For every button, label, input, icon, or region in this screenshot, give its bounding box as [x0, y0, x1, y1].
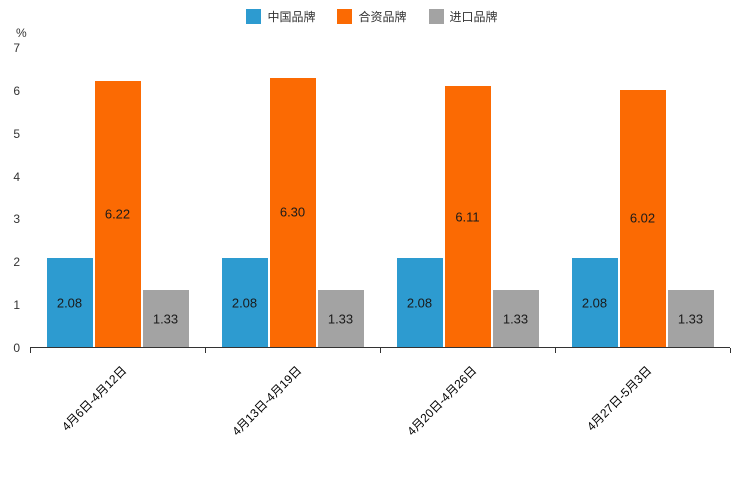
x-category-label-0: 4月6日-4月12日 — [58, 363, 129, 434]
legend-item-1[interactable]: 合资品牌 — [337, 8, 407, 25]
x-category-label-3: 4月27日-5月3日 — [583, 363, 654, 434]
x-tick-mark — [205, 348, 206, 353]
y-tick-label: 1 — [13, 298, 20, 313]
bar-group-2: 2.08 6.11 1.33 — [380, 48, 555, 347]
y-tick-label: 4 — [13, 169, 20, 184]
y-axis: 0 1 2 3 4 5 6 7 — [0, 42, 24, 354]
bar-group-0: 2.08 6.22 1.33 — [30, 48, 205, 347]
legend-swatch-icon — [337, 9, 353, 24]
bar-中国品牌-0[interactable]: 2.08 — [46, 258, 93, 347]
bar-value-label: 2.08 — [406, 295, 433, 311]
bar-value-label: 6.30 — [279, 204, 306, 220]
plot-area: 2.08 6.22 1.33 2.08 6.30 1.33 2.08 6.11 1.33 2.08… — [30, 48, 730, 348]
y-tick-label: 6 — [13, 83, 20, 98]
legend-swatch-icon — [428, 9, 444, 24]
bar-中国品牌-2[interactable]: 2.08 — [396, 258, 443, 347]
bar-value-label: 6.22 — [104, 206, 131, 222]
y-tick-label: 2 — [13, 255, 20, 270]
bar-合资品牌-0[interactable]: 6.22 — [94, 81, 141, 347]
y-tick-label: 7 — [13, 41, 20, 55]
bar-value-label: 1.33 — [152, 311, 179, 327]
bar-value-label: 1.33 — [677, 311, 704, 327]
legend-label: 进口品牌 — [449, 10, 498, 24]
y-tick-label: 5 — [13, 126, 20, 141]
bar-value-label: 2.08 — [581, 295, 608, 311]
bar-value-label: 1.33 — [327, 311, 354, 327]
bar-value-label: 6.02 — [629, 210, 656, 226]
legend-item-2[interactable]: 进口品牌 — [428, 8, 498, 25]
bar-进口品牌-0[interactable]: 1.33 — [142, 290, 189, 347]
x-tick-mark — [555, 348, 556, 353]
bar-group-3: 2.08 6.02 1.33 — [555, 48, 730, 347]
bar-中国品牌-3[interactable]: 2.08 — [571, 258, 618, 347]
x-category-label-1: 4月13日-4月19日 — [228, 363, 304, 439]
legend-item-0[interactable]: 中国品牌 — [246, 8, 315, 25]
legend-label: 中国品牌 — [267, 10, 316, 24]
x-tick-mark — [730, 348, 731, 353]
legend: 中国品牌 合资品牌 进口品牌 — [0, 8, 744, 25]
x-tick-mark — [30, 348, 31, 353]
bar-合资品牌-3[interactable]: 6.02 — [619, 89, 666, 347]
bar-value-label: 6.11 — [455, 209, 480, 225]
bar-进口品牌-3[interactable]: 1.33 — [667, 290, 714, 347]
bar-value-label: 2.08 — [231, 295, 258, 311]
bar-value-label: 1.33 — [502, 311, 529, 327]
legend-label: 合资品牌 — [358, 10, 407, 24]
bar-合资品牌-2[interactable]: 6.11 — [444, 86, 491, 347]
bar-中国品牌-1[interactable]: 2.08 — [221, 258, 268, 347]
x-category-label-2: 4月20日-4月26日 — [403, 363, 479, 439]
bar-合资品牌-1[interactable]: 6.30 — [269, 77, 316, 347]
bar-进口品牌-2[interactable]: 1.33 — [492, 290, 539, 347]
bar-value-label: 2.08 — [56, 295, 83, 311]
bar-进口品牌-1[interactable]: 1.33 — [317, 290, 364, 347]
y-tick-label: 0 — [13, 341, 20, 355]
y-axis-unit-label: % — [16, 26, 27, 40]
bar-group-1: 2.08 6.30 1.33 — [205, 48, 380, 347]
x-tick-mark — [380, 348, 381, 353]
legend-swatch-icon — [246, 9, 262, 24]
x-axis: 4月6日-4月12日 4月13日-4月19日 4月20日-4月26日 4月27日-5月… — [30, 348, 731, 488]
y-tick-label: 3 — [13, 212, 20, 227]
